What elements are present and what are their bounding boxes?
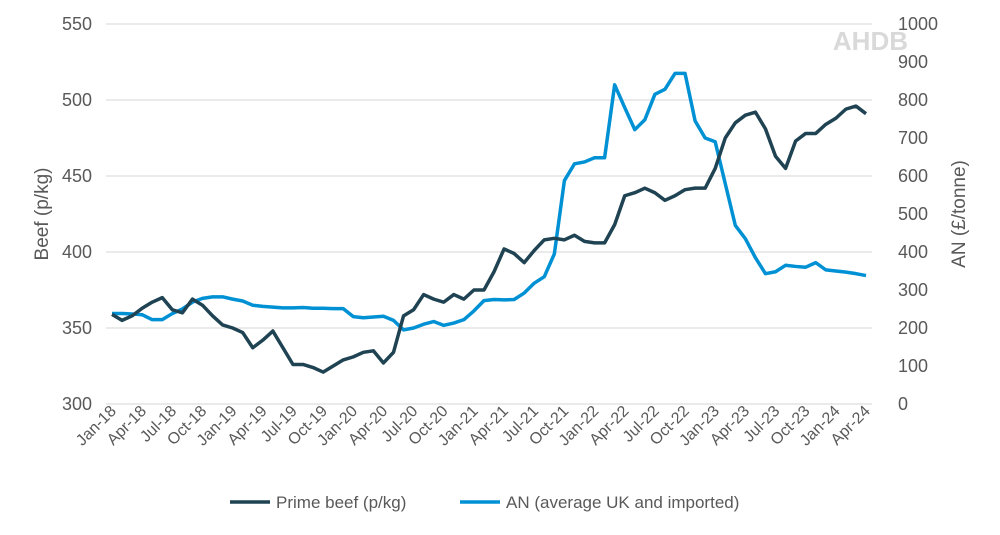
y2-tick-label: 0 [898,394,908,414]
y2-tick-label: 800 [898,90,928,110]
series-line-beef [111,104,868,374]
y2-tick-label: 900 [898,52,928,72]
legend-label: Prime beef (p/kg) [276,493,406,512]
y2-tick-label: 1000 [898,14,938,34]
y2-tick-label: 200 [898,318,928,338]
y-tick-label: 500 [62,90,92,110]
y2-tick-label: 600 [898,166,928,186]
y-tick-label: 350 [62,318,92,338]
y-tick-label: 450 [62,166,92,186]
y2-tick-label: 700 [898,128,928,148]
y2-tick-label: 500 [898,204,928,224]
ahdb-logo: AHDB [832,26,908,56]
y-tick-label: 550 [62,14,92,34]
series-line-an [112,71,867,332]
y2-tick-label: 400 [898,242,928,262]
y-tick-label: 400 [62,242,92,262]
y2-tick-label: 100 [898,356,928,376]
y-axis-label: Beef (p/kg) [32,168,53,261]
legend-label: AN (average UK and imported) [506,493,739,512]
y2-tick-label: 300 [898,280,928,300]
y-tick-label: 300 [62,394,92,414]
y2-axis-label: AN (£/tonne) [949,160,970,268]
